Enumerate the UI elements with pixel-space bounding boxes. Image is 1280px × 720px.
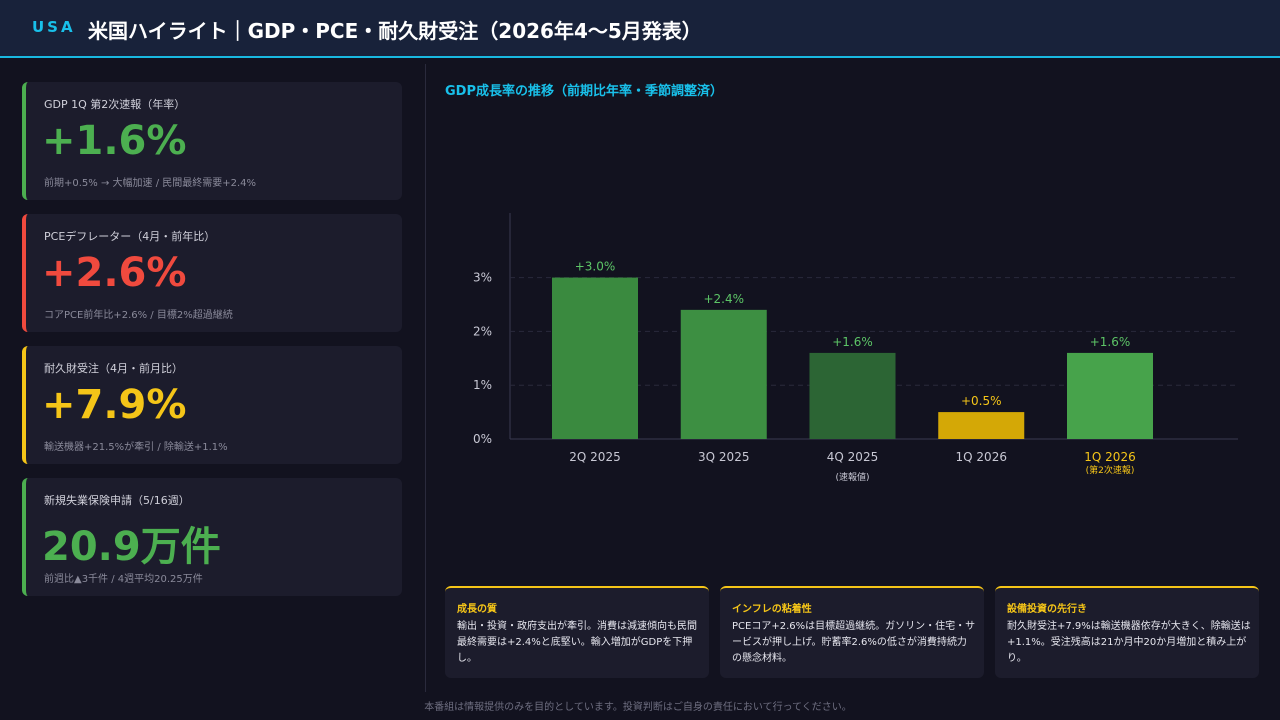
- value-label: +0.5%: [961, 394, 1002, 408]
- x-tick-note: (速報値): [835, 471, 869, 483]
- note-card: 設備投資の先行き耐久財受注+7.9%は輸送機器依存が大きく、除輸送は+1.1%。…: [995, 586, 1259, 678]
- chart: 0% 1% 2% 3% +3.0% 2Q 2025 +2.4% 3Q 2025 +1.6% 4Q …: [473, 213, 1238, 483]
- y-tick-label: 2%: [473, 324, 492, 338]
- note-title: 設備投資の先行き: [1007, 604, 1087, 615]
- note-card: 成長の質輸出・投資・政府支出が牽引。消費は減速傾向も民間最終需要は+2.4%と底…: [445, 586, 709, 678]
- x-tick-label: 3Q 2025: [698, 450, 749, 464]
- x-tick-label: 1Q 2026: [1084, 450, 1135, 464]
- page-title: 米国ハイライト｜GDP・PCE・耐久財受注（2026年4〜5月発表）: [88, 19, 702, 43]
- chart-title: GDP成長率の推移（前期比年率・季節調整済）: [445, 84, 723, 99]
- kpi-label: GDP 1Q 第2次速報（年率）: [44, 98, 186, 111]
- region-tag: USA: [32, 18, 76, 36]
- x-tick-note: (第2次速報): [1086, 464, 1135, 476]
- note-title: インフレの粘着性: [732, 604, 812, 615]
- x-tick-label: 4Q 2025: [827, 450, 878, 464]
- note-text: PCEコア+2.6%は目標超過継続。ガソリン・住宅・サービスが押し上げ。貯蓄率2…: [732, 621, 976, 664]
- header: USA 米国ハイライト｜GDP・PCE・耐久財受注（2026年4〜5月発表）: [0, 0, 1280, 58]
- value-label: +1.6%: [832, 335, 873, 349]
- kpi-note: 前期+0.5% → 大幅加速 / 民間最終需要+2.4%: [44, 178, 257, 189]
- kpi-value: +2.6%: [42, 250, 187, 296]
- value-label: +1.6%: [1090, 335, 1131, 349]
- kpi-value: 20.9万件: [42, 524, 221, 570]
- value-label: +3.0%: [575, 260, 616, 274]
- kpi-card: PCEデフレーター（4月・前年比） +2.6% コアPCE前年比+2.6% / 目標…: [22, 214, 402, 332]
- kpi-label: PCEデフレーター（4月・前年比）: [44, 230, 216, 243]
- kpi-note: コアPCE前年比+2.6% / 目標2%超過継続: [44, 310, 233, 321]
- bar: [809, 352, 896, 439]
- note-text: 輸出・投資・政府支出が牽引。消費は減速傾向も民間最終需要は+2.4%と底堅い。輸…: [457, 621, 697, 664]
- note-title: 成長の質: [457, 604, 497, 615]
- kpi-note: 前週比▲3千件 / 4週平均20.25万件: [44, 574, 203, 585]
- bar: [552, 277, 638, 439]
- kpi-card: 耐久財受注（4月・前月比） +7.9% 輸送機器+21.5%が牽引 / 除輸送+1.…: [22, 346, 402, 464]
- value-label: +2.4%: [703, 292, 744, 306]
- y-tick-label: 3%: [473, 271, 492, 285]
- x-tick-label: 2Q 2025: [569, 450, 620, 464]
- y-tick-label: 0%: [473, 432, 492, 446]
- kpi-card: GDP 1Q 第2次速報（年率） +1.6% 前期+0.5% → 大幅加速 / 民間…: [22, 82, 402, 200]
- kpi-value: +1.6%: [42, 118, 187, 164]
- bar: [680, 309, 767, 439]
- x-tick-label: 1Q 2026: [956, 450, 1007, 464]
- bar: [938, 412, 1025, 439]
- bar: [1067, 352, 1153, 439]
- note-text: 耐久財受注+7.9%は輸送機器依存が大きく、除輸送は+1.1%。受注残高は21か…: [1007, 621, 1251, 664]
- kpi-card: 新規失業保険申請（5/16週） 20.9万件前週比▲3千件 / 4週平均20.25…: [22, 478, 402, 596]
- y-tick-label: 1%: [473, 378, 492, 392]
- disclaimer: 本番組は情報提供のみを目的としています。投資判断はご自身の責任において行ってくだ…: [424, 702, 852, 713]
- kpi-note: 輸送機器+21.5%が牽引 / 除輸送+1.1%: [44, 442, 228, 453]
- kpi-value: +7.9%: [42, 382, 187, 428]
- note-card: インフレの粘着性 PCEコア+2.6%は目標超過継続。ガソリン・住宅・サービスが押…: [720, 586, 984, 678]
- kpi-label: 耐久財受注（4月・前月比）: [44, 362, 183, 375]
- divider: [425, 64, 426, 692]
- kpi-label: 新規失業保険申請（5/16週）: [44, 494, 190, 507]
